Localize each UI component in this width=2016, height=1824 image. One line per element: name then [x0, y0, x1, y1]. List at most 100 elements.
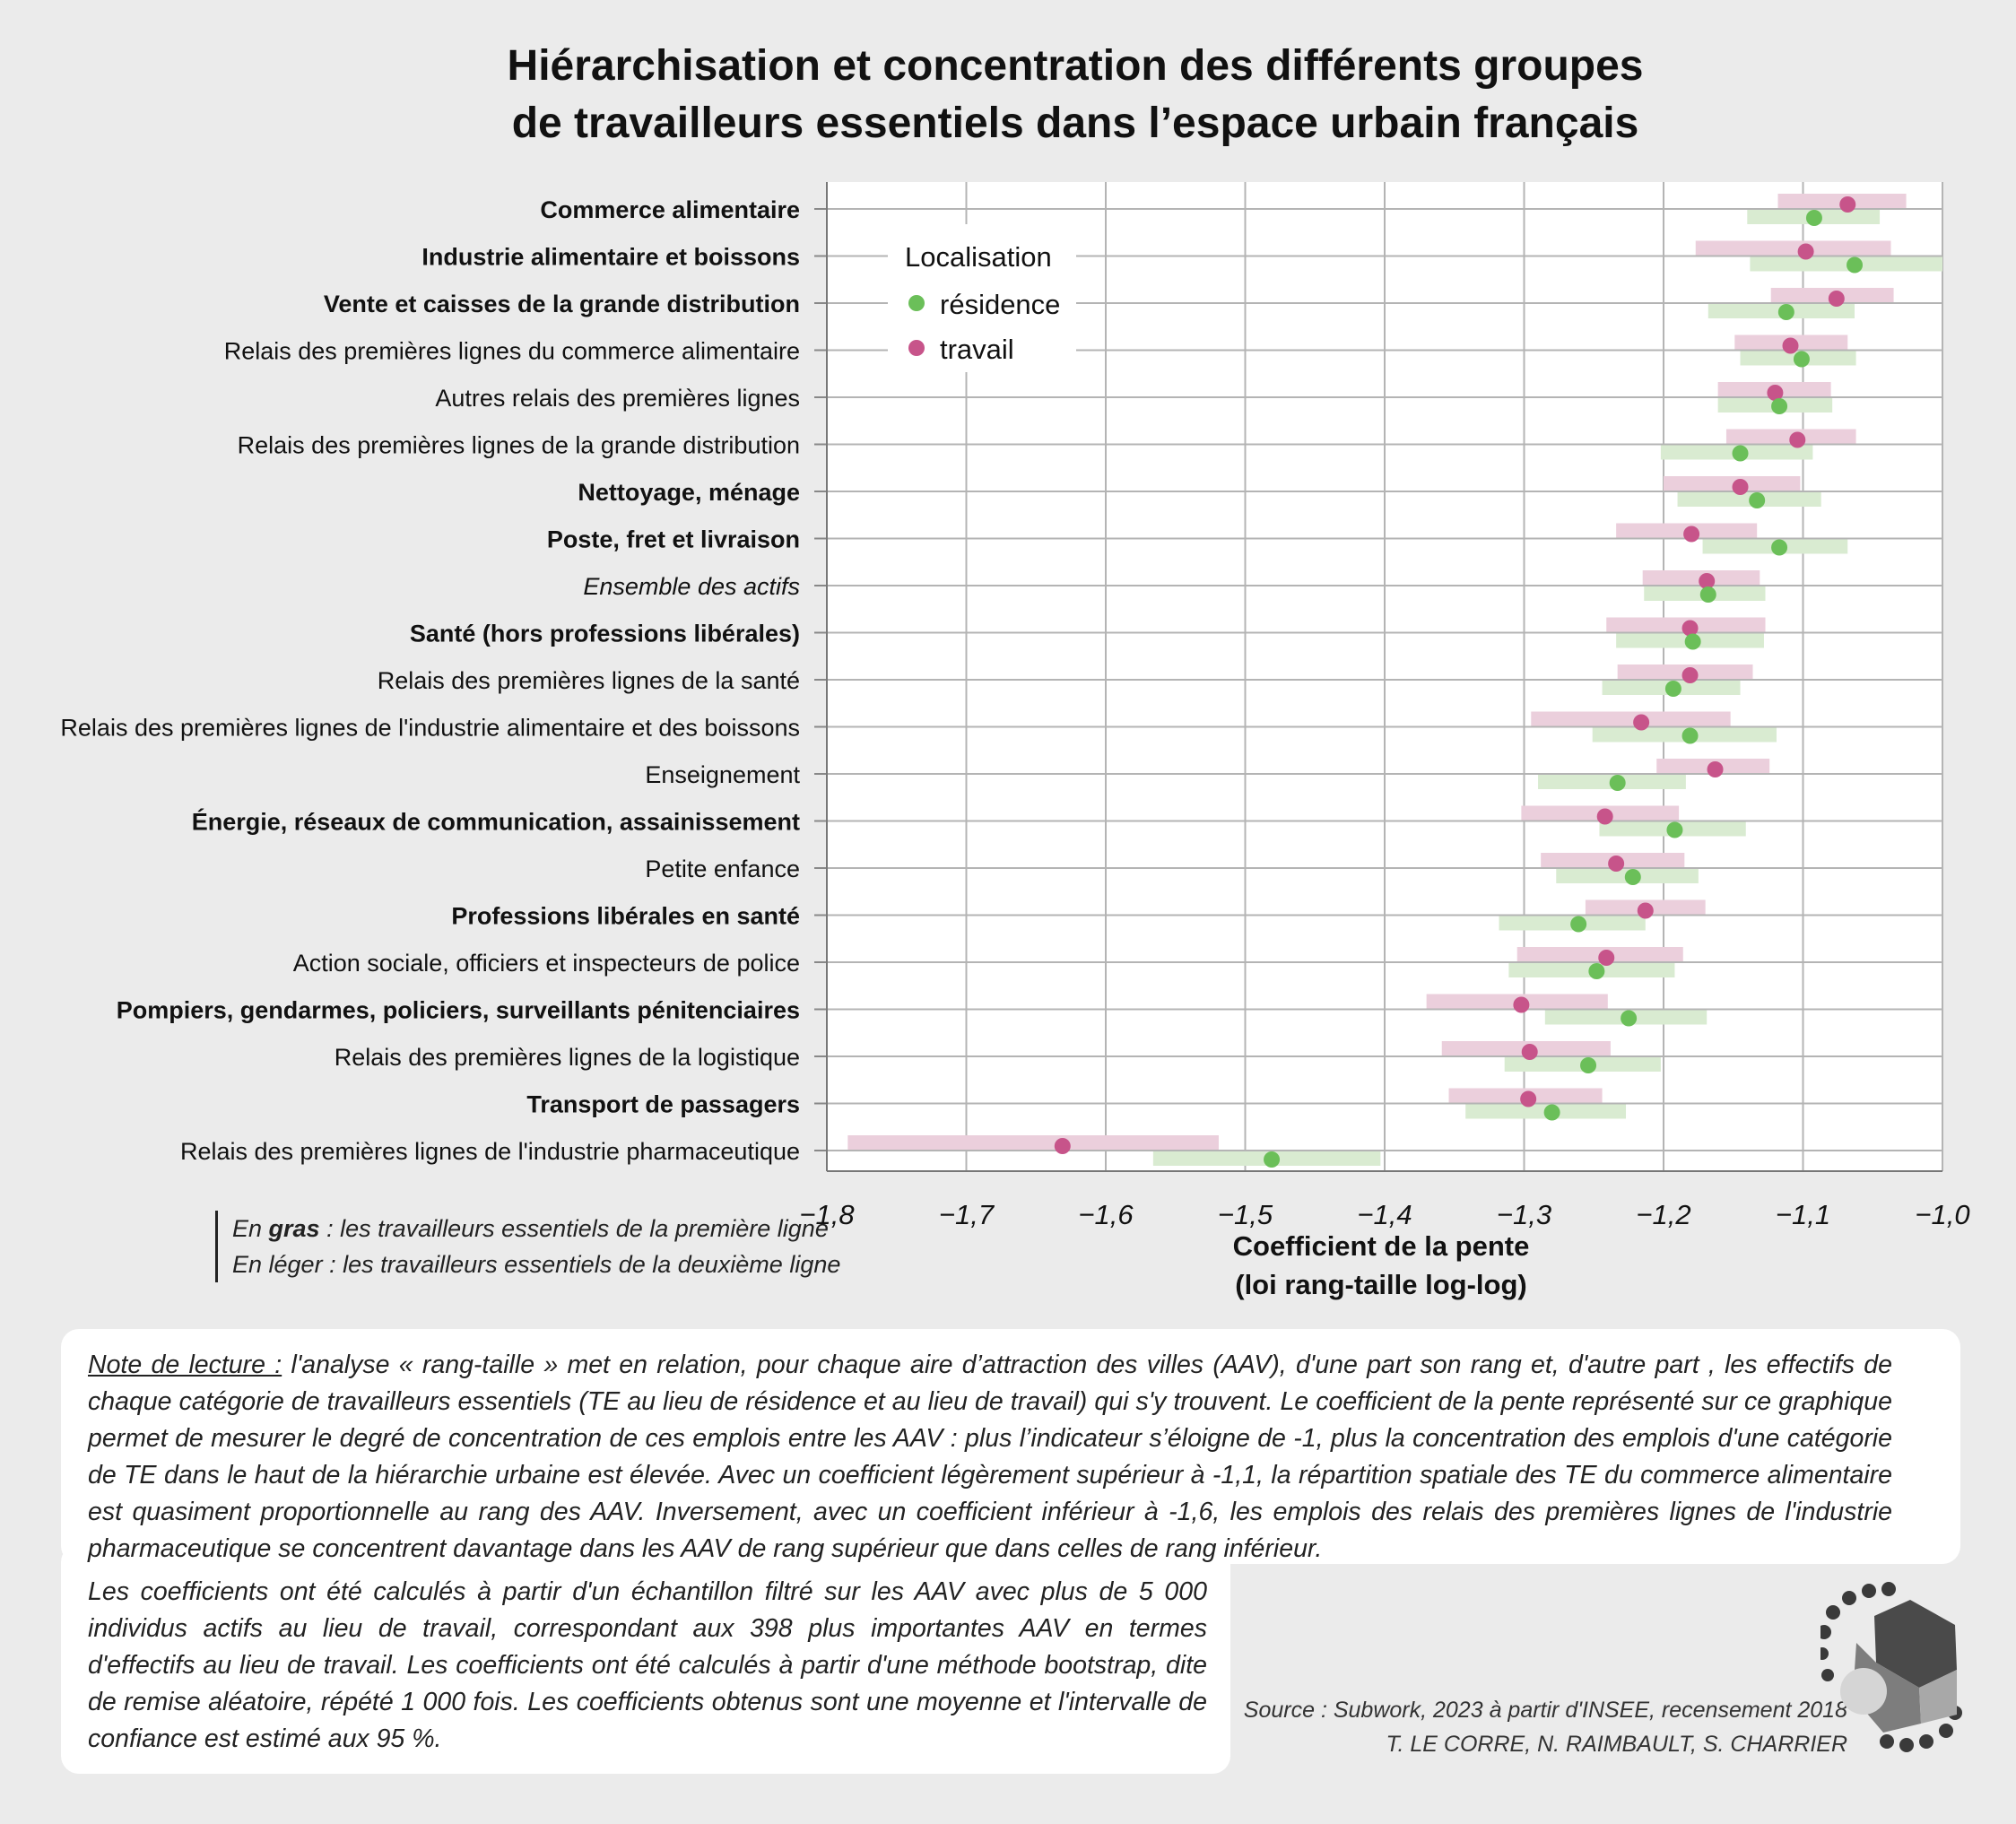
residence-point	[1771, 398, 1788, 414]
chart-title: Hiérarchisation et concentration des dif…	[0, 38, 2016, 152]
residence-ci-band	[1750, 256, 1942, 272]
x-axis-label: Coefficient de la pente (loi rang-taille…	[1148, 1227, 1614, 1304]
font-weight-note-line2: En léger : les travailleurs essentiels d…	[232, 1251, 841, 1278]
travail-point	[1598, 950, 1615, 966]
residence-point	[1624, 869, 1641, 885]
legend-residence-label: résidence	[940, 289, 1060, 320]
travail-point	[1608, 856, 1625, 872]
category-label: Poste, fret et livraison	[547, 526, 800, 553]
residence-point	[1699, 586, 1716, 603]
x-tick-label: −1,0	[1915, 1199, 1969, 1230]
travail-point	[1707, 761, 1724, 777]
x-tick-label: −1,1	[1776, 1199, 1830, 1230]
category-label: Industrie alimentaire et boissons	[421, 244, 800, 271]
residence-point	[1588, 963, 1605, 979]
font-weight-note-prefix: En	[232, 1215, 269, 1242]
residence-point	[1664, 681, 1681, 697]
travail-point	[1828, 291, 1845, 307]
residence-point	[1609, 775, 1626, 791]
category-label: Relais des premières lignes de l'industr…	[60, 715, 800, 742]
category-label: Autres relais des premières lignes	[435, 385, 800, 412]
legend-residence-swatch	[908, 295, 925, 311]
category-label: Nettoyage, ménage	[578, 479, 800, 506]
travail-point	[1513, 996, 1530, 1013]
x-axis-label-line1: Coefficient de la pente	[1232, 1230, 1530, 1262]
residence-point	[1771, 539, 1788, 556]
residence-point	[1793, 351, 1810, 368]
category-label: Commerce alimentaire	[540, 196, 800, 223]
font-weight-note-rest: : les travailleurs essentiels de la prem…	[319, 1215, 829, 1242]
category-label: Santé (hors professions libérales)	[410, 621, 800, 647]
residence-point	[1847, 256, 1864, 274]
legend-title: Localisation	[905, 241, 1052, 273]
category-label: Relais des premières lignes de la santé	[378, 667, 800, 694]
travail-point	[1767, 385, 1784, 401]
category-label: Pompiers, gendarmes, policiers, surveill…	[117, 997, 800, 1024]
travail-ci-band	[1664, 476, 1801, 491]
legend-travail-swatch	[908, 340, 925, 356]
category-label: Ensemble des actifs	[583, 573, 800, 600]
travail-point	[1732, 479, 1749, 495]
reading-note: Note de lecture : l'analyse « rang-taill…	[88, 1347, 1892, 1568]
source-credit: Source : Subwork, 2023 à partir d'INSEE,…	[1166, 1693, 1847, 1761]
category-label: Professions libérales en santé	[451, 903, 800, 930]
travail-point	[1633, 714, 1650, 731]
residence-point	[1777, 304, 1794, 320]
x-tick-label: −1,4	[1357, 1199, 1412, 1230]
category-label: Relais des premières lignes de la grande…	[238, 432, 800, 459]
residence-point	[1264, 1151, 1281, 1168]
travail-point	[1637, 902, 1654, 919]
travail-point	[1789, 431, 1806, 448]
chart-title-line2: de travailleurs essentiels dans l’espace…	[511, 100, 1639, 147]
category-label: Petite enfance	[645, 856, 800, 882]
reading-note-lead: Note de lecture :	[88, 1351, 282, 1379]
residence-point	[1684, 633, 1701, 650]
category-label: Relais des premières lignes du commerce …	[224, 338, 800, 365]
travail-point	[1699, 573, 1716, 589]
x-tick-label: −1,2	[1636, 1199, 1690, 1230]
travail-ci-band	[1695, 240, 1891, 256]
category-label: Enseignement	[645, 761, 800, 788]
travail-ci-band	[1531, 711, 1731, 726]
travail-point	[1839, 196, 1856, 213]
travail-point	[1681, 667, 1699, 683]
category-label: Transport de passagers	[526, 1091, 800, 1118]
category-label: Relais des premières lignes de la logist…	[335, 1044, 800, 1071]
residence-point	[1732, 445, 1749, 462]
travail-point	[1782, 337, 1799, 354]
category-label: Relais des premières lignes de l'industr…	[180, 1138, 800, 1165]
residence-point	[1580, 1057, 1597, 1073]
residence-point	[1543, 1104, 1560, 1121]
authors-line: T. LE CORRE, N. RAIMBAULT, S. CHARRIER	[1386, 1732, 1847, 1757]
category-label: Action sociale, officiers et inspecteurs…	[293, 950, 800, 977]
font-weight-note-line1: En gras : les travailleurs essentiels de…	[232, 1211, 840, 1246]
x-tick-label: −1,7	[939, 1199, 995, 1230]
category-label: Énergie, réseaux de communication, assai…	[192, 808, 800, 836]
travail-ci-band	[847, 1135, 1219, 1150]
residence-point	[1666, 821, 1683, 838]
travail-point	[1797, 243, 1814, 260]
font-weight-note: En gras : les travailleurs essentiels de…	[215, 1211, 840, 1282]
reading-note-text: l'analyse « rang-taille » met en relatio…	[88, 1351, 1892, 1563]
legend-travail-label: travail	[940, 334, 1014, 365]
residence-point	[1570, 916, 1587, 933]
x-axis-label-line2: (loi rang-taille log-log)	[1235, 1269, 1527, 1300]
residence-point	[1805, 210, 1822, 226]
residence-point	[1681, 727, 1699, 744]
x-tick-label: −1,3	[1497, 1199, 1551, 1230]
method-note: Les coefficients ont été calculés à part…	[88, 1577, 1207, 1753]
travail-point	[1054, 1138, 1071, 1154]
subwork-logo	[1820, 1582, 1962, 1752]
chart-plot: −1,8 −1,7 −1,6 −1,5 −1,4 −1,3 −1,2 −1,1 −1,0 Comm…	[60, 182, 1970, 1230]
category-label: Vente et caisses de la grande distributi…	[324, 291, 800, 317]
residence-point	[1749, 492, 1766, 508]
x-tick-label: −1,5	[1218, 1199, 1273, 1230]
travail-point	[1521, 1044, 1538, 1060]
travail-point	[1520, 1090, 1537, 1107]
method-note-box	[61, 1544, 1230, 1774]
x-tick-label: −1,8	[799, 1199, 855, 1230]
residence-point	[1621, 1010, 1638, 1027]
font-weight-note-bold: gras	[268, 1215, 320, 1242]
source-line: Source : Subwork, 2023 à partir d'INSEE,…	[1243, 1698, 1847, 1723]
reading-note-box	[61, 1329, 1960, 1564]
